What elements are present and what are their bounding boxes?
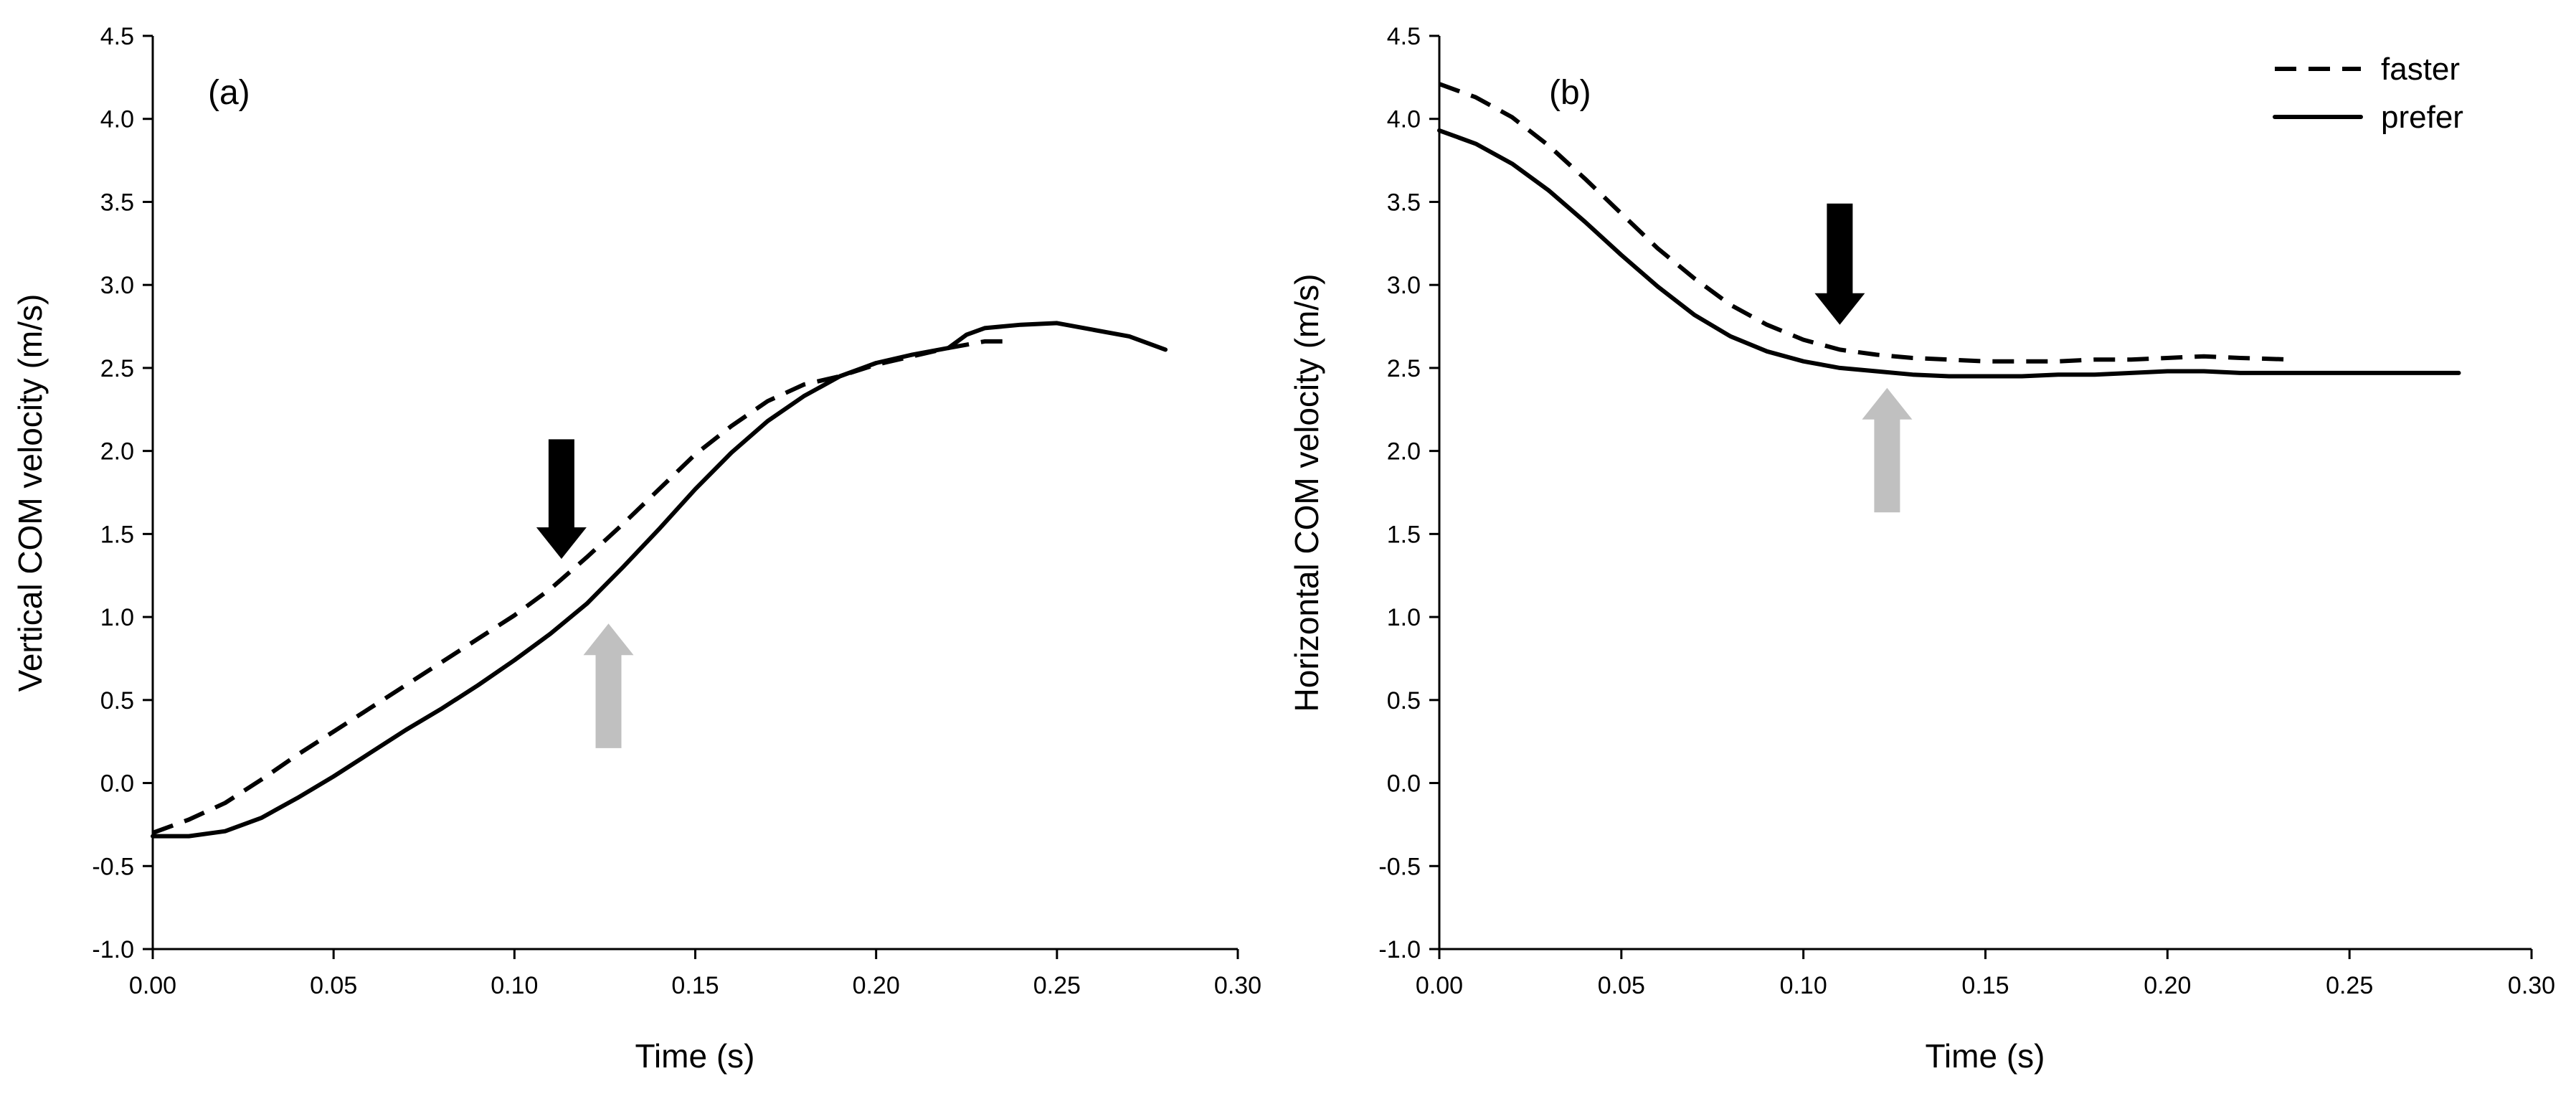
panel-b-ticks xyxy=(1429,34,2533,959)
panel-a-series-prefer xyxy=(151,321,1168,839)
panel-a-series xyxy=(151,321,1168,839)
panel-a-ticks xyxy=(143,34,1239,959)
panel-a-x-tick-label: 0.25 xyxy=(1033,972,1081,999)
panel-a-y-tick-label: 1.0 xyxy=(100,604,134,631)
panel-a-y-tick-label: -0.5 xyxy=(92,853,134,880)
panel-b-x-tick-label: 0.15 xyxy=(1961,972,2009,999)
panel-a-y-tick-label: 3.5 xyxy=(100,189,134,216)
panel-a: -1.0 -0.5 0.0 0.5 1.0 1.5 2.0 2.5 3.0 3.5 4.0 4.5 0.… xyxy=(11,23,1261,1075)
panel-a-x-tick-label: 0.00 xyxy=(129,972,176,999)
panel-a-x-axis-title: Time (s) xyxy=(635,1037,755,1075)
panel-b-x-tick-label: 0.00 xyxy=(1416,972,1463,999)
panel-a-y-tick-label: 3.0 xyxy=(100,272,134,299)
panel-b-arrows xyxy=(1814,203,1913,513)
panel-a-x-tick-label: 0.30 xyxy=(1214,972,1261,999)
panel-a-y-tick-label: 0.0 xyxy=(100,770,134,798)
panel-b-y-tick-label: 3.5 xyxy=(1387,189,1421,216)
panel-b-y-tick-label: -1.0 xyxy=(1378,936,1421,963)
panel-b-y-tick-label: 3.0 xyxy=(1387,272,1421,299)
panel-b-series-prefer xyxy=(1437,128,2461,379)
panel-b: -1.0 -0.5 0.0 0.5 1.0 1.5 2.0 2.5 3.0 3.5 4.0 4.5 0.… xyxy=(1288,23,2555,1075)
panel-a-label: (a) xyxy=(208,74,250,112)
panel-a-y-axis-title: Vertical COM velocity (m/s) xyxy=(11,294,49,692)
panel-b-y-tick-label: 4.0 xyxy=(1387,106,1421,133)
panel-b-y-axis-title: Horizontal COM velocity (m/s) xyxy=(1288,274,1325,712)
panel-b-y-tick-label: 1.0 xyxy=(1387,604,1421,631)
legend-label-prefer: prefer xyxy=(2381,100,2463,135)
panel-a-series-faster xyxy=(151,339,1003,835)
panel-b-x-tick-label: 0.20 xyxy=(2144,972,2191,999)
panel-a-y-tick-label: 4.0 xyxy=(100,106,134,133)
panel-b-y-tick-label: 2.5 xyxy=(1387,355,1421,382)
panel-a-arrow-down xyxy=(536,439,587,560)
panel-a-y-tick-label: 1.5 xyxy=(100,521,134,548)
panel-b-x-tick-label: 0.25 xyxy=(2326,972,2373,999)
panel-a-y-tick-label: 4.5 xyxy=(100,23,134,50)
panel-b-arrow-down xyxy=(1814,203,1865,325)
legend: faster prefer xyxy=(2273,52,2463,135)
panel-a-y-tick-label: 2.0 xyxy=(100,438,134,466)
panel-a-arrows xyxy=(536,439,634,748)
panel-b-arrow-up xyxy=(1862,387,1913,513)
panel-a-x-tick-label: 0.05 xyxy=(310,972,357,999)
panel-b-y-tick-label: 0.5 xyxy=(1387,687,1421,714)
panel-b-series xyxy=(1437,82,2461,379)
panel-b-y-tick-label: 4.5 xyxy=(1387,23,1421,50)
panel-b-y-tick-label: 2.0 xyxy=(1387,438,1421,466)
panel-a-y-tick-label: 2.5 xyxy=(100,355,134,382)
panel-a-x-tick-label: 0.15 xyxy=(671,972,719,999)
panel-b-x-tick-label: 0.30 xyxy=(2508,972,2555,999)
legend-label-faster: faster xyxy=(2381,52,2460,87)
panel-b-x-tick-label: 0.05 xyxy=(1598,972,1645,999)
panel-a-y-tick-label: -1.0 xyxy=(92,936,134,963)
panel-b-x-axis-title: Time (s) xyxy=(1926,1037,2045,1075)
panel-b-y-tick-label: -0.5 xyxy=(1378,853,1421,880)
panel-b-y-tick-label: 1.5 xyxy=(1387,521,1421,548)
panel-b-label: (b) xyxy=(1549,74,1591,112)
panel-a-arrow-up xyxy=(583,623,634,748)
panel-a-tick-labels: -1.0 -0.5 0.0 0.5 1.0 1.5 2.0 2.5 3.0 3.5 4.0 4.5 0.… xyxy=(92,23,1261,999)
panel-a-x-tick-label: 0.20 xyxy=(853,972,900,999)
panel-a-axes xyxy=(151,36,1238,951)
panel-a-x-tick-label: 0.10 xyxy=(491,972,538,999)
panel-b-y-tick-label: 0.0 xyxy=(1387,770,1421,798)
panel-b-axes xyxy=(1438,36,2532,951)
panel-b-series-faster xyxy=(1438,82,2296,364)
panel-b-x-tick-label: 0.10 xyxy=(1780,972,1827,999)
panel-b-tick-labels: -1.0 -0.5 0.0 0.5 1.0 1.5 2.0 2.5 3.0 3.5 4.0 4.5 0.… xyxy=(1378,23,2555,999)
panel-a-y-tick-label: 0.5 xyxy=(100,687,134,714)
